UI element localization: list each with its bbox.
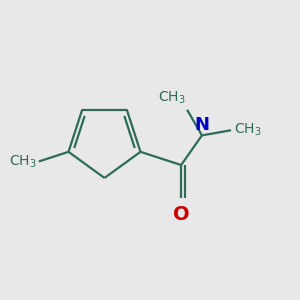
Text: CH$_3$: CH$_3$ bbox=[9, 154, 36, 170]
Text: CH$_3$: CH$_3$ bbox=[158, 90, 185, 106]
Text: N: N bbox=[194, 116, 209, 134]
Text: O: O bbox=[173, 205, 190, 224]
Text: CH$_3$: CH$_3$ bbox=[234, 122, 261, 139]
